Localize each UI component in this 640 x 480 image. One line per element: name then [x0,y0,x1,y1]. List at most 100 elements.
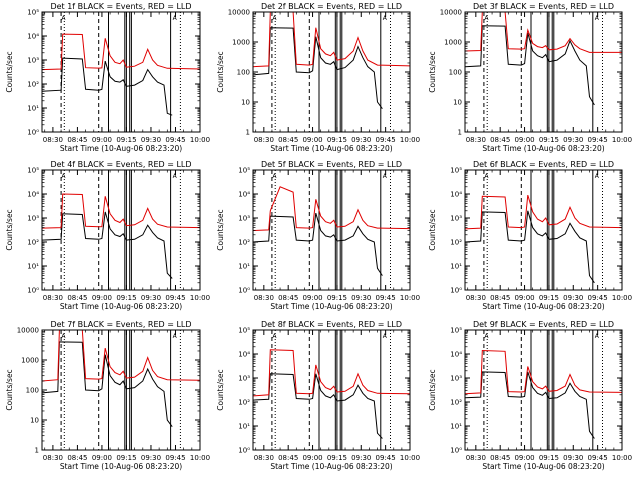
x-axis-label: Start Time (10-Aug-06 08:23:20) [482,462,604,471]
overlay-label: A [484,173,489,180]
panel-title: Det 4f BLACK = Events, RED = LLD [50,160,191,169]
plot-frame [252,169,411,291]
x-tick-label: 09:15 [116,454,136,462]
series-line-events [465,210,595,284]
chart-panel-2: 1 10 100 1000 10000 08:30 08:45 09:00 09:15 09:30… [216,2,420,153]
x-tick-label: 08:30 [466,294,486,302]
x-tick-label: 08:30 [254,136,274,144]
plot-frame [464,169,623,291]
x-tick-label: 09:15 [539,136,559,144]
overlay-label: A [383,333,388,340]
x-tick-label: 09:45 [588,136,608,144]
series-line-lld [42,330,200,382]
y-tick-label: 10² [238,399,250,407]
x-axis-label: Start Time (10-Aug-06 08:23:20) [60,144,182,153]
x-tick-label: 09:30 [351,136,371,144]
y-tick-label: 10⁵ [450,327,462,335]
series-line-lld [465,349,622,395]
x-tick-label: 08:30 [43,136,63,144]
panel-title: Det 9f BLACK = Events, RED = LLD [473,320,614,329]
x-tick-label: 10:00 [612,454,632,462]
x-tick-label: 10:00 [612,294,632,302]
y-tick-label: 10⁴ [27,33,39,41]
y-tick-label: 10⁰ [27,287,39,295]
y-axis-label: Counts/sec [216,51,225,92]
panel-title: Det 6f BLACK = Events, RED = LLD [473,160,614,169]
x-tick-label: 08:30 [254,454,274,462]
x-tick-label: 09:00 [92,136,112,144]
series-line-events [253,27,383,109]
y-tick-label: 10¹ [27,105,39,113]
y-tick-label: 10 [30,417,39,425]
y-tick-label: 10⁰ [27,129,39,137]
chart-panel-4: 10⁰ 10¹ 10² 10³ 10⁴ 10⁵ 08:30 08:45 09:00 09:15 09… [5,160,210,311]
x-tick-label: 10:00 [400,136,420,144]
y-tick-label: 1000 [232,39,250,47]
overlay-label: A [173,15,178,22]
x-axis-label: Start Time (10-Aug-06 08:23:20) [482,144,604,153]
x-tick-label: 09:15 [116,294,136,302]
series-line-lld [253,349,410,397]
y-tick-label: 10¹ [450,263,462,271]
series-line-lld [42,33,200,71]
overlay-label: A [595,173,600,180]
y-axis-label: Counts/sec [428,369,437,410]
y-tick-label: 1 [246,129,250,137]
x-tick-label: 09:00 [514,454,534,462]
series-line-lld [253,12,410,68]
y-tick-label: 1 [458,129,462,137]
x-tick-label: 08:45 [490,294,510,302]
series-line-events [465,371,595,439]
x-tick-label: 09:15 [327,294,347,302]
y-tick-label: 10⁵ [238,327,250,335]
y-tick-label: 10³ [27,57,39,65]
overlay-label: A [272,333,277,340]
y-tick-label: 10⁵ [238,167,250,175]
chart-panel-3: 1 10 100 1000 10000 08:30 08:45 09:00 09:15 09:30… [428,2,632,153]
plot-frame [41,11,201,133]
y-tick-label: 10¹ [450,423,462,431]
x-tick-label: 08:45 [490,454,510,462]
y-tick-label: 10000 [17,327,39,335]
y-tick-label: 1000 [21,357,39,365]
x-tick-label: 08:45 [67,136,87,144]
overlay-label: A [595,333,600,340]
overlay-label: A [595,15,600,22]
chart-panel-1: 10⁰ 10¹ 10² 10³ 10⁴ 10⁵ 08:30 08:45 09:00 09:15 09… [5,2,210,153]
y-tick-label: 100 [449,69,462,77]
x-tick-label: 08:45 [67,294,87,302]
x-axis-label: Start Time (10-Aug-06 08:23:20) [270,462,392,471]
x-tick-label: 09:30 [141,294,161,302]
y-tick-label: 100 [26,387,39,395]
x-tick-label: 08:45 [278,136,298,144]
y-tick-label: 10² [238,239,250,247]
y-tick-label: 10 [241,99,250,107]
y-tick-label: 10⁴ [27,191,39,199]
plot-frame [252,329,411,451]
x-tick-label: 09:00 [92,294,112,302]
y-tick-label: 10² [27,81,39,89]
y-tick-label: 1000 [444,39,462,47]
x-tick-label: 09:45 [588,454,608,462]
x-tick-label: 09:30 [141,454,161,462]
y-axis-label: Counts/sec [5,369,14,410]
y-tick-label: 10⁵ [450,167,462,175]
x-tick-label: 08:30 [466,136,486,144]
x-axis-label: Start Time (10-Aug-06 08:23:20) [270,144,392,153]
series-line-events [465,25,595,106]
y-tick-label: 10⁴ [450,351,462,359]
y-tick-label: 10 [453,99,462,107]
x-tick-label: 09:15 [327,454,347,462]
x-tick-label: 09:00 [302,136,322,144]
chart-panel-7: 1 10 100 1000 10000 08:30 08:45 09:00 09:15 09:30… [5,320,210,471]
chart-panel-8: 10⁰ 10¹ 10² 10³ 10⁴ 10⁵ 08:30 08:45 09:00 09:15 09… [216,320,420,471]
y-tick-label: 1 [35,447,39,455]
y-tick-label: 10³ [238,215,250,223]
panel-title: Det 2f BLACK = Events, RED = LLD [261,2,402,11]
series-line-events [42,341,173,427]
y-tick-label: 10³ [27,215,39,223]
plot-frame [464,329,623,451]
x-axis-label: Start Time (10-Aug-06 08:23:20) [60,302,182,311]
y-tick-label: 10³ [238,375,250,383]
